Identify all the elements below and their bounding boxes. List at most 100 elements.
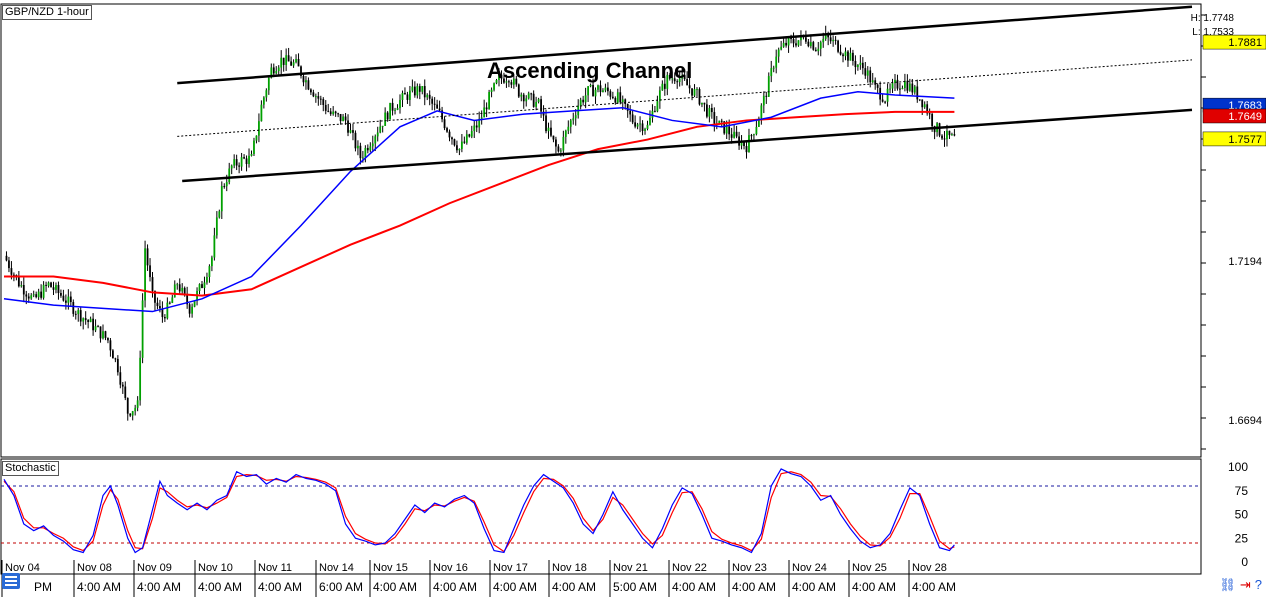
candle-body [409, 90, 411, 100]
link-icon[interactable]: ⛓ [1219, 577, 1236, 592]
candle-body [562, 136, 565, 151]
candle-body [750, 135, 753, 137]
candle-body [292, 62, 295, 66]
candle-body [119, 372, 122, 385]
candle-body [30, 295, 33, 299]
date-label: Nov 14 [319, 562, 354, 574]
candle-body [421, 86, 424, 92]
candle-body [25, 294, 28, 297]
stochastic-axis: 100 75 50 25 0 [1228, 460, 1248, 569]
candle-body [876, 84, 879, 88]
candle-body [889, 88, 891, 90]
candle-body [527, 93, 530, 99]
date-label: Nov 28 [912, 562, 947, 574]
candle-body [837, 40, 839, 52]
stochastic-tick-label: 0 [1241, 555, 1248, 569]
candle-body [280, 57, 283, 68]
candle-body [953, 134, 956, 136]
candle-body [520, 94, 523, 97]
menu-icon[interactable] [2, 573, 20, 589]
candle-body [463, 141, 466, 143]
candle-body [874, 80, 877, 85]
candle-body [52, 287, 55, 290]
candle-body [800, 35, 802, 41]
candle-body [146, 248, 149, 266]
price-tag-label: 1.7881 [1228, 37, 1262, 49]
candle-body [735, 131, 738, 137]
candle-body [460, 141, 463, 149]
candle-body [812, 42, 815, 50]
candle-body [215, 217, 218, 236]
candle-body [154, 290, 156, 303]
candle-body [797, 40, 800, 46]
candle-body [141, 300, 144, 358]
candle-body [809, 42, 812, 47]
candle-body [718, 120, 721, 125]
candle-body [191, 306, 193, 314]
candle-body [406, 94, 409, 100]
candle-body [678, 78, 681, 82]
candle-body [582, 99, 585, 103]
candle-body [681, 75, 684, 79]
candle-body [250, 154, 253, 156]
candle-body [587, 86, 589, 96]
candle-body [453, 139, 456, 146]
candle-body [547, 127, 550, 132]
candle-body [84, 318, 87, 321]
candle-body [188, 304, 191, 314]
candle-body [314, 96, 317, 98]
candle-body [535, 101, 538, 107]
candle-body [218, 211, 221, 218]
time-label: 5:00 AM [613, 580, 657, 594]
candle-body [842, 54, 844, 57]
date-axis: Nov 04 Nov 08 Nov 09 Nov 10 Nov 11 Nov 14 Nov … [1, 560, 956, 597]
candlesticks [5, 25, 956, 421]
stochastic-tick-label: 100 [1228, 460, 1248, 474]
candle-body [775, 56, 778, 68]
candle-body [240, 157, 243, 167]
price-tag-label: 1.7577 [1228, 134, 1262, 146]
fast-moving-average-line [3, 91, 955, 313]
candle-body [10, 268, 13, 275]
candle-body [849, 52, 852, 61]
candle-body [97, 326, 99, 328]
candle-body [168, 302, 171, 304]
candle-body [107, 337, 109, 341]
candle-body [931, 113, 934, 127]
candle-body [668, 74, 671, 79]
candle-body [89, 318, 92, 323]
candle-body [27, 296, 30, 299]
candle-body [327, 110, 330, 112]
arrow-icon[interactable]: ⇥ [1239, 577, 1251, 592]
candle-body [468, 134, 471, 137]
candle-body [859, 62, 862, 65]
candle-body [564, 130, 567, 137]
candle-body [305, 80, 307, 83]
candle-body [151, 277, 154, 291]
candle-body [834, 39, 837, 41]
candle-body [285, 55, 288, 65]
help-icon[interactable]: ? [1254, 577, 1262, 592]
candle-body [428, 94, 431, 99]
candle-body [260, 104, 263, 122]
candle-body [277, 67, 280, 72]
candle-body [517, 84, 520, 97]
date-label: Nov 11 [258, 562, 292, 574]
date-label: Nov 16 [433, 562, 468, 574]
candle-body [369, 146, 372, 151]
candle-body [79, 310, 82, 322]
candle-body [604, 87, 607, 91]
candle-body [411, 86, 414, 91]
time-label: 4:00 AM [137, 580, 181, 594]
candle-body [644, 128, 646, 131]
candle-body [40, 291, 43, 298]
candle-body [522, 94, 525, 102]
price-tag [1202, 34, 1266, 50]
candle-body [436, 104, 439, 109]
candle-body [302, 75, 305, 83]
candle-body [270, 67, 273, 78]
candle-body [713, 112, 716, 124]
slow-moving-average-line [4, 110, 955, 297]
candle-body [126, 397, 129, 414]
